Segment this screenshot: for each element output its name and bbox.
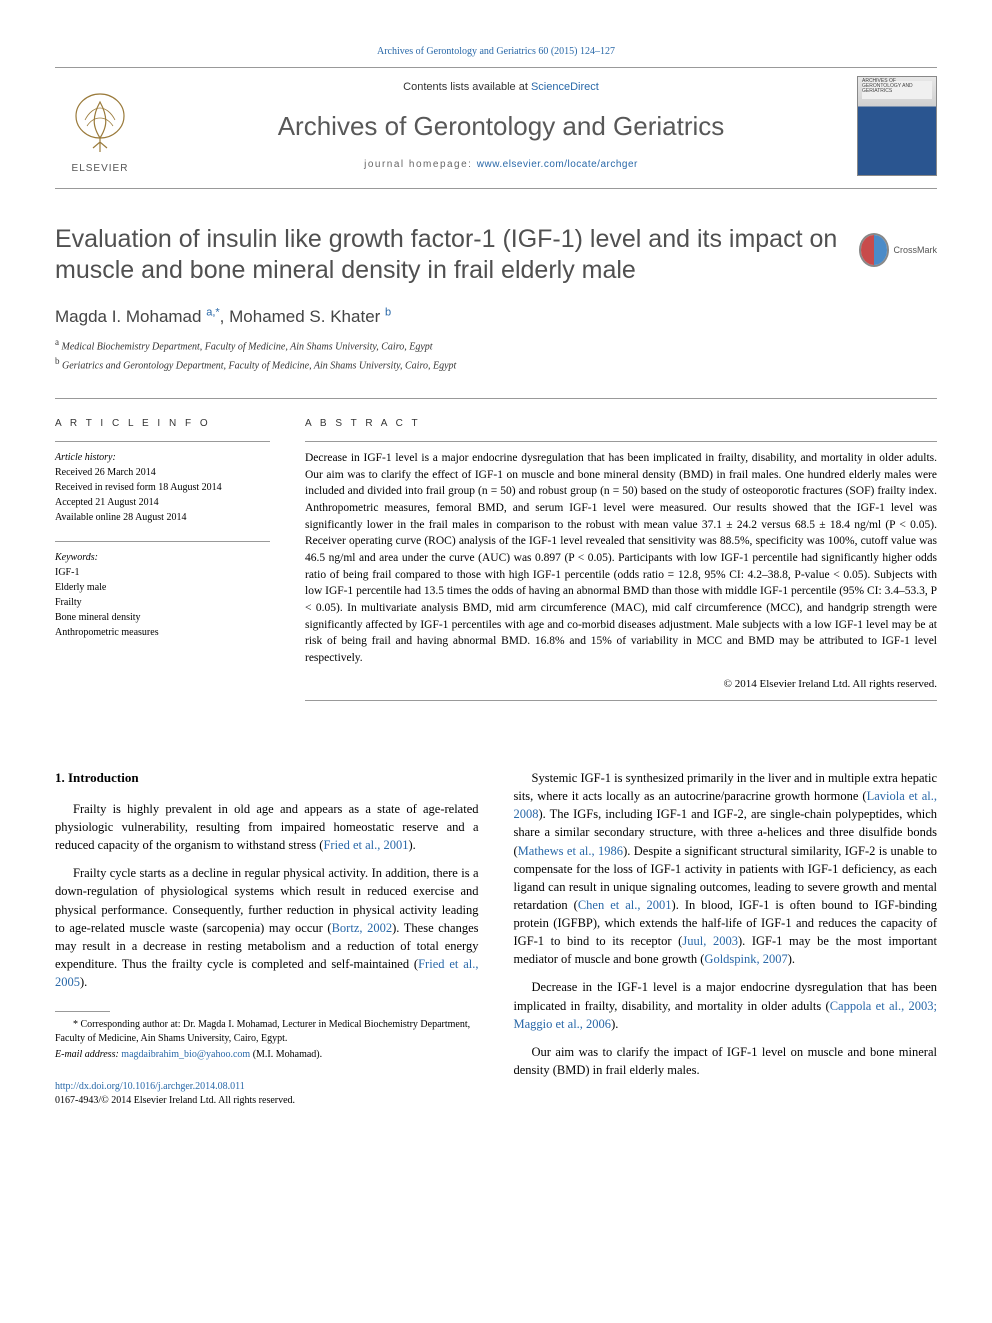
masthead: ELSEVIER Contents lists available at Sci… xyxy=(55,68,937,189)
history-block: Article history: Received 26 March 2014R… xyxy=(55,450,270,525)
body-paragraph: Our aim was to clarify the impact of IGF… xyxy=(514,1043,938,1079)
rule xyxy=(55,541,270,542)
journal-cover-thumb: ARCHIVES OF GERONTOLOGY AND GERIATRICS xyxy=(857,76,937,176)
issn-copyright: 0167-4943/© 2014 Elsevier Ireland Ltd. A… xyxy=(55,1094,479,1108)
section-heading-intro: 1. Introduction xyxy=(55,769,479,788)
masthead-center: Contents lists available at ScienceDirec… xyxy=(145,80,857,172)
doi-link[interactable]: http://dx.doi.org/10.1016/j.archger.2014… xyxy=(55,1080,479,1094)
journal-name: Archives of Gerontology and Geriatrics xyxy=(165,108,837,144)
footnote-separator xyxy=(55,1011,110,1012)
abstract-text: Decrease in IGF-1 level is a major endoc… xyxy=(305,450,937,667)
article-info-heading: A R T I C L E I N F O xyxy=(55,417,270,431)
keyword: Elderly male xyxy=(55,580,270,595)
body-paragraph: Decrease in the IGF-1 level is a major e… xyxy=(514,978,938,1032)
publisher-name: ELSEVIER xyxy=(72,162,129,176)
keyword: Anthropometric measures xyxy=(55,625,270,640)
history-line: Received 26 March 2014 xyxy=(55,465,270,480)
homepage-line: journal homepage: www.elsevier.com/locat… xyxy=(165,158,837,172)
bottom-info: http://dx.doi.org/10.1016/j.archger.2014… xyxy=(55,1080,479,1108)
body-columns: 1. Introduction Frailty is highly preval… xyxy=(55,769,937,1108)
email-suffix: (M.I. Mohamad). xyxy=(250,1049,322,1060)
contents-line: Contents lists available at ScienceDirec… xyxy=(165,80,837,95)
authors: Magda I. Mohamad a,*, Mohamed S. Khater … xyxy=(55,305,937,329)
right-column: Systemic IGF-1 is synthesized primarily … xyxy=(514,769,938,1108)
elsevier-tree-icon xyxy=(65,90,135,160)
article-info: A R T I C L E I N F O Article history: R… xyxy=(55,417,270,709)
keywords-block: Keywords: IGF-1Elderly maleFrailtyBone m… xyxy=(55,550,270,640)
crossmark-label: CrossMark xyxy=(893,244,937,257)
article-title: Evaluation of insulin like growth factor… xyxy=(55,224,839,287)
abstract: A B S T R A C T Decrease in IGF-1 level … xyxy=(305,417,937,709)
abstract-copyright: © 2014 Elsevier Ireland Ltd. All rights … xyxy=(305,677,937,692)
email-label: E-mail address: xyxy=(55,1049,121,1060)
homepage-prefix: journal homepage: xyxy=(364,159,477,170)
history-label: Article history: xyxy=(55,450,270,465)
affiliations: a Medical Biochemistry Department, Facul… xyxy=(55,336,937,373)
left-column: 1. Introduction Frailty is highly preval… xyxy=(55,769,479,1108)
email-link[interactable]: magdaibrahim_bio@yahoo.com xyxy=(121,1049,250,1060)
crossmark-icon xyxy=(859,233,889,267)
homepage-link[interactable]: www.elsevier.com/locate/archger xyxy=(477,159,638,170)
publisher-logo: ELSEVIER xyxy=(55,76,145,176)
history-line: Accepted 21 August 2014 xyxy=(55,495,270,510)
running-head: Archives of Gerontology and Geriatrics 6… xyxy=(55,45,937,59)
history-line: Received in revised form 18 August 2014 xyxy=(55,480,270,495)
keyword: Frailty xyxy=(55,595,270,610)
rule xyxy=(305,700,937,701)
sciencedirect-link[interactable]: ScienceDirect xyxy=(531,81,599,93)
abstract-heading: A B S T R A C T xyxy=(305,417,937,431)
keyword: Bone mineral density xyxy=(55,610,270,625)
cover-label: ARCHIVES OF GERONTOLOGY AND GERIATRICS xyxy=(862,79,932,94)
crossmark-badge[interactable]: CrossMark xyxy=(859,230,937,270)
rule xyxy=(55,441,270,442)
corresponding-footnote: * Corresponding author at: Dr. Magda I. … xyxy=(55,1018,479,1062)
affiliation: a Medical Biochemistry Department, Facul… xyxy=(55,336,937,354)
keyword: IGF-1 xyxy=(55,565,270,580)
affiliation: b Geriatrics and Gerontology Department,… xyxy=(55,355,937,373)
contents-prefix: Contents lists available at xyxy=(403,81,531,93)
body-paragraph: Frailty cycle starts as a decline in reg… xyxy=(55,864,479,991)
corresponding-text: * Corresponding author at: Dr. Magda I. … xyxy=(55,1018,479,1046)
body-paragraph: Frailty is highly prevalent in old age a… xyxy=(55,800,479,854)
email-line: E-mail address: magdaibrahim_bio@yahoo.c… xyxy=(55,1048,479,1062)
history-line: Available online 28 August 2014 xyxy=(55,510,270,525)
keywords-label: Keywords: xyxy=(55,550,270,565)
body-paragraph: Systemic IGF-1 is synthesized primarily … xyxy=(514,769,938,968)
rule xyxy=(305,441,937,442)
